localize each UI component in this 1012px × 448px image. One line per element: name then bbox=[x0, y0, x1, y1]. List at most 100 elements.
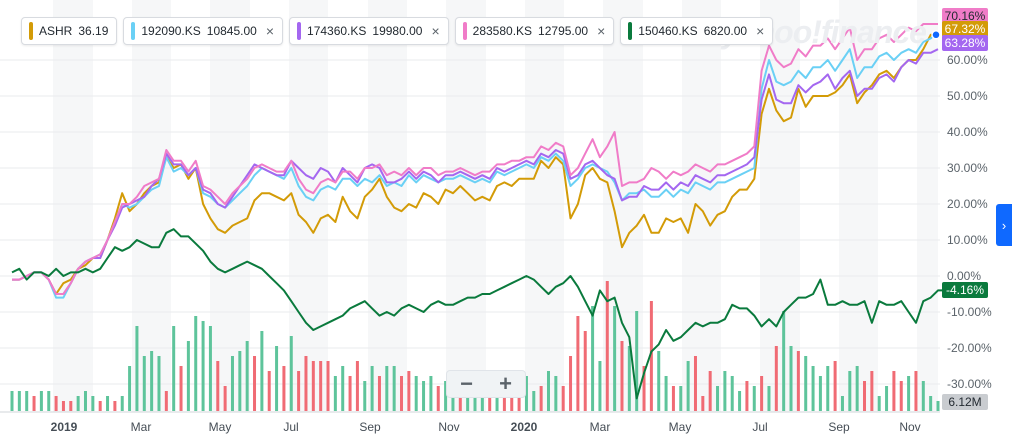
volume-bar bbox=[811, 366, 815, 411]
series-line-283580.ks bbox=[12, 23, 938, 295]
volume-bar bbox=[282, 366, 286, 411]
legend-color-swatch bbox=[628, 22, 633, 40]
volume-bar bbox=[914, 371, 918, 411]
volume-bar bbox=[818, 376, 822, 411]
volume-bar bbox=[39, 391, 43, 411]
x-tick-label: May bbox=[669, 420, 692, 434]
volume-bar bbox=[267, 371, 271, 411]
legend-value: 19980.00 bbox=[372, 24, 423, 38]
volume-bar bbox=[69, 401, 73, 411]
month-band bbox=[446, 0, 486, 412]
volume-bar bbox=[936, 401, 940, 411]
y-tick-label: 60.00% bbox=[947, 53, 988, 67]
volume-bar bbox=[576, 316, 580, 411]
zoom-controls: − + bbox=[446, 370, 526, 398]
volume-bar bbox=[921, 381, 925, 411]
remove-comparison-icon[interactable]: × bbox=[431, 23, 440, 39]
volume-bar bbox=[253, 356, 257, 411]
volume-bar bbox=[620, 341, 624, 411]
zoom-in-button[interactable]: + bbox=[499, 371, 512, 396]
volume-bar bbox=[164, 391, 168, 411]
series-line-150460.ks bbox=[11, 228, 946, 400]
volume-bar bbox=[907, 376, 911, 411]
value-tag-bg bbox=[942, 282, 988, 298]
y-axis: 60.00% 50.00% 40.00% 30.00% 20.00% 10.00% 0.00… bbox=[947, 53, 992, 391]
legend-chip-150460.ks[interactable]: 150460.KS 6820.00 × bbox=[620, 17, 774, 45]
volume-bar bbox=[172, 326, 176, 411]
volume-bar bbox=[348, 376, 352, 411]
volume-bar bbox=[61, 401, 65, 411]
value-tag-174360.ks: 63.28% bbox=[942, 35, 988, 51]
volume-bar bbox=[627, 346, 631, 411]
volume-bar bbox=[789, 346, 793, 411]
volume-bar bbox=[392, 366, 396, 411]
volume-bar bbox=[679, 386, 683, 411]
volume-bar bbox=[260, 331, 264, 411]
value-tag-ashr: 67.32% bbox=[942, 21, 988, 37]
volume-bar bbox=[466, 386, 470, 411]
volume-bar bbox=[113, 401, 117, 411]
legend-symbol: 192090.KS bbox=[141, 24, 201, 38]
legend-color-swatch bbox=[462, 22, 467, 40]
legend-chip-174360.ks[interactable]: 174360.KS 19980.00 × bbox=[289, 17, 449, 45]
legend-chip-192090.ks[interactable]: 192090.KS 10845.00 × bbox=[123, 17, 284, 45]
volume-bar bbox=[870, 371, 874, 411]
volume-bar bbox=[444, 381, 448, 411]
volume-bar bbox=[598, 361, 602, 411]
volume-bar bbox=[752, 386, 756, 411]
x-tick-label: 2020 bbox=[511, 420, 538, 434]
volume-bar bbox=[899, 381, 903, 411]
month-band bbox=[682, 0, 721, 412]
value-tag-text: -4.16% bbox=[946, 283, 984, 297]
volume-bar bbox=[311, 361, 315, 411]
volume-bar bbox=[355, 361, 359, 411]
volume-bar bbox=[782, 311, 786, 411]
volume-bar bbox=[524, 376, 528, 411]
volume-bar bbox=[326, 361, 330, 411]
x-tick-label: Mar bbox=[590, 420, 611, 434]
volume-bar bbox=[664, 376, 668, 411]
volume-bar bbox=[230, 356, 234, 411]
legend-color-swatch bbox=[29, 22, 33, 40]
volume-bar bbox=[120, 396, 124, 411]
y-tick-label: 10.00% bbox=[947, 233, 988, 247]
volume-bar bbox=[289, 336, 293, 411]
volume-bar bbox=[892, 371, 896, 411]
remove-comparison-icon[interactable]: × bbox=[597, 23, 606, 39]
volume-bar bbox=[583, 331, 587, 411]
volume-bar bbox=[554, 376, 558, 411]
legend-chip-ashr[interactable]: ASHR 36.19 bbox=[21, 17, 118, 45]
volume-bar bbox=[877, 396, 881, 411]
value-tag-bg bbox=[942, 21, 988, 37]
month-band bbox=[525, 0, 564, 412]
legend-chip-283580.ks[interactable]: 283580.KS 12795.00 × bbox=[454, 17, 615, 45]
expand-panel-button[interactable]: › bbox=[996, 204, 1012, 246]
zoom-out-button[interactable]: − bbox=[460, 371, 473, 396]
volume-bar bbox=[701, 396, 705, 411]
volume-bar bbox=[194, 316, 198, 411]
volume-bar bbox=[91, 396, 95, 411]
remove-comparison-icon[interactable]: × bbox=[756, 23, 765, 39]
volume-bar bbox=[363, 381, 367, 411]
volume-bar bbox=[54, 396, 58, 411]
x-tick-label: May bbox=[209, 420, 232, 434]
x-tick-label: Jul bbox=[283, 420, 298, 434]
volume-bar bbox=[142, 356, 146, 411]
volume-bar bbox=[569, 356, 573, 411]
volume-bar bbox=[716, 386, 720, 411]
value-tag-bg bbox=[942, 8, 988, 24]
volume-bar bbox=[826, 366, 830, 411]
remove-comparison-icon[interactable]: × bbox=[265, 23, 275, 39]
legend-color-swatch bbox=[297, 22, 302, 40]
value-tag-text: 6.12M bbox=[948, 395, 981, 409]
value-tag-bg bbox=[942, 394, 988, 410]
y-tick-label: 0.00% bbox=[947, 269, 981, 283]
legend-value: 10845.00 bbox=[206, 24, 257, 38]
x-tick-label: Mar bbox=[131, 420, 152, 434]
volume-bar bbox=[502, 386, 506, 411]
series-line-192090.ks bbox=[12, 30, 939, 299]
value-tag-283580.ks: 70.16% bbox=[942, 8, 988, 24]
month-band bbox=[760, 0, 800, 412]
volume-bar bbox=[613, 306, 617, 411]
volume-bar bbox=[605, 281, 609, 411]
